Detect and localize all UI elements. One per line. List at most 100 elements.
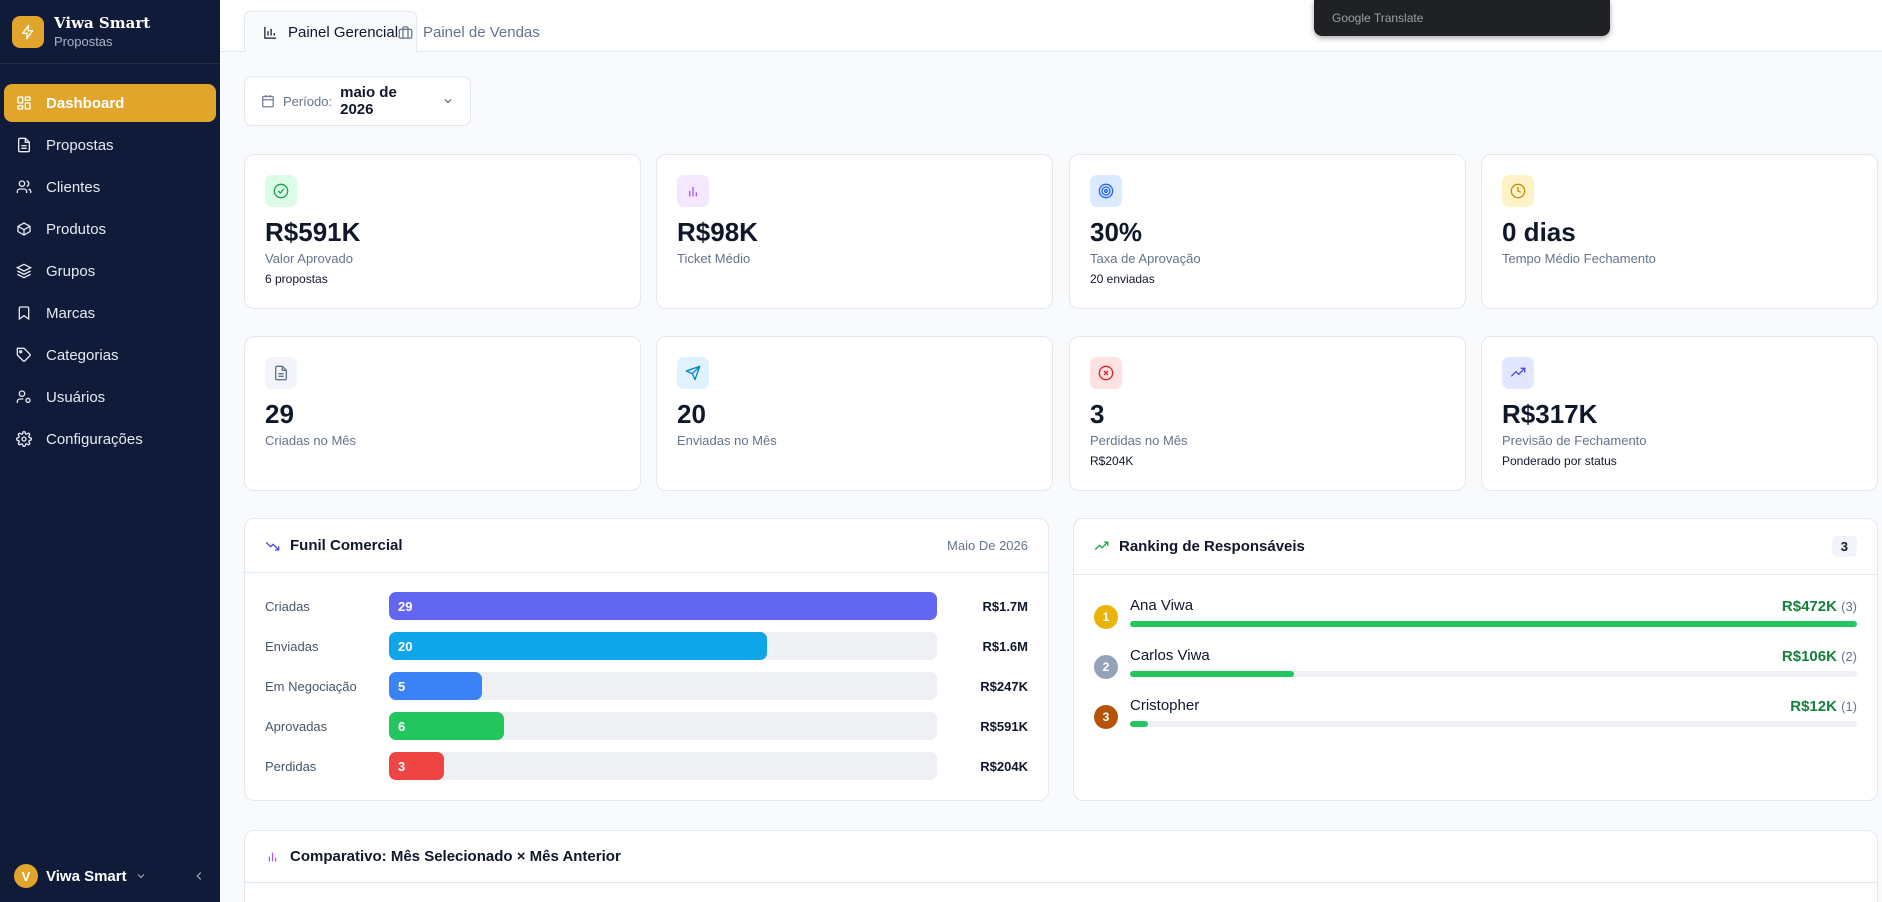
funnel-track: 5 — [389, 672, 937, 700]
sidebar-item-marcas[interactable]: Marcas — [4, 294, 216, 332]
funnel-label: Criadas — [265, 598, 310, 614]
sidebar-item-label: Grupos — [46, 262, 96, 280]
kpi-label: Criadas no Mês — [265, 433, 357, 448]
rank-value: R$472K (3) — [1782, 598, 1857, 615]
ranking-row: 1 Ana Viwa R$472K (3) — [1094, 597, 1857, 637]
sidebar-item-label: Usuários — [46, 388, 106, 406]
funnel-value: R$247K — [980, 678, 1028, 694]
funnel-label: Perdidas — [265, 758, 317, 774]
box-icon — [17, 222, 31, 236]
kpi-card-perdidas: 3 Perdidas no Mês R$204K — [1069, 336, 1466, 491]
funnel-bar: 20 — [389, 632, 768, 660]
trending-up-icon — [1094, 541, 1109, 551]
rank-qty: (2) — [1841, 649, 1857, 664]
rank-amount: R$472K — [1781, 598, 1837, 615]
kpi-card-tempo-medio: 0 dias Tempo Médio Fechamento — [1481, 154, 1878, 309]
kpi-sub: Ponderado por status — [1502, 454, 1617, 468]
rank-position: 2 — [1094, 655, 1118, 679]
rank-qty: (3) — [1841, 599, 1857, 614]
funnel-label: Aprovadas — [265, 718, 328, 734]
sidebar-item-usuarios[interactable]: Usuários — [4, 378, 216, 416]
kpi-card-valor-aprovado: R$591K Valor Aprovado 6 propostas — [244, 154, 641, 309]
sidebar-item-propostas[interactable]: Propostas — [4, 126, 216, 164]
sidebar-item-configuracoes[interactable]: Configurações — [4, 420, 216, 458]
funnel-label: Em Negociação — [265, 678, 357, 694]
sidebar-footer: V Viwa Smart — [0, 850, 220, 902]
sidebar-item-label: Configurações — [46, 430, 143, 448]
kpi-label: Tempo Médio Fechamento — [1502, 251, 1656, 266]
funnel-row: Criadas 29 R$1.7M — [265, 592, 1028, 620]
funnel-label: Enviadas — [265, 638, 319, 654]
rank-track — [1130, 721, 1857, 727]
kpi-sub: 20 enviadas — [1090, 272, 1155, 286]
kpi-card-previsao: R$317K Previsão de Fechamento Ponderado … — [1481, 336, 1878, 491]
ranking-count-badge: 3 — [1831, 536, 1857, 557]
rank-position: 1 — [1094, 605, 1118, 629]
layers-icon — [16, 263, 32, 279]
kpi-value: 20 — [677, 399, 706, 429]
gear-icon — [16, 431, 32, 447]
sidebar: Viwa Smart Propostas Dashboard Propostas… — [0, 0, 220, 902]
funnel-track: 3 — [389, 752, 937, 780]
collapse-sidebar-button[interactable] — [192, 869, 206, 883]
lightning-icon — [12, 15, 44, 48]
sidebar-item-produtos[interactable]: Produtos — [4, 210, 216, 248]
funnel-row: Enviadas 20 R$1.6M — [265, 632, 1028, 660]
sidebar-item-grupos[interactable]: Grupos — [4, 252, 216, 290]
funnel-track: 20 — [389, 632, 937, 660]
sidebar-item-label: Categorias — [46, 346, 119, 364]
tab-painel-vendas[interactable]: Painel de Vendas — [380, 11, 558, 53]
calendar-icon — [262, 95, 274, 108]
rank-bar — [1130, 721, 1149, 727]
google-translate-bar[interactable]: Google Translate — [1314, 0, 1610, 36]
tab-painel-gerencial[interactable]: Painel Gerencial — [244, 11, 418, 53]
rank-name: Cristopher — [1130, 697, 1200, 714]
document-icon — [18, 137, 30, 153]
chevron-down-icon[interactable] — [135, 870, 147, 882]
period-selector[interactable]: Período: maio de 2026 — [244, 76, 471, 126]
user-cog-icon — [16, 390, 31, 403]
funnel-value: R$591K — [980, 718, 1028, 734]
funnel-header: Funil Comercial Maio De 2026 — [245, 519, 1048, 573]
rank-name: Carlos Viwa — [1130, 647, 1210, 664]
kpi-value: R$591K — [265, 217, 361, 247]
kpi-value: R$98K — [677, 217, 758, 247]
funnel-track: 6 — [389, 712, 937, 740]
kpi-value: 0 dias — [1502, 217, 1576, 247]
chevron-down-icon — [444, 99, 452, 104]
check-circle-icon — [265, 175, 297, 207]
rank-amount: R$12K — [1790, 698, 1837, 715]
sidebar-item-label: Produtos — [46, 220, 107, 238]
sidebar-item-label: Marcas — [46, 304, 96, 322]
sidebar-item-categorias[interactable]: Categorias — [4, 336, 216, 374]
kpi-label: Perdidas no Mês — [1090, 433, 1188, 448]
dashboard-icon — [17, 96, 31, 110]
funnel-bar: 29 — [389, 592, 937, 620]
rank-value: R$106K (2) — [1782, 648, 1857, 665]
kpi-card-ticket-medio: R$98K Ticket Médio — [656, 154, 1053, 309]
kpi-label: Enviadas no Mês — [677, 433, 777, 448]
avatar[interactable]: V — [14, 864, 38, 888]
kpi-value: R$317K — [1502, 399, 1598, 429]
funnel-value: R$204K — [980, 758, 1028, 774]
sidebar-item-dashboard[interactable]: Dashboard — [4, 84, 216, 122]
main-content: Painel Gerencial Painel de Vendas Google… — [220, 0, 1882, 902]
bookmark-icon — [18, 306, 30, 321]
bar-chart-icon — [264, 26, 277, 39]
sidebar-item-label: Clientes — [46, 178, 101, 196]
period-label: Período: — [282, 93, 333, 109]
sidebar-item-clientes[interactable]: Clientes — [4, 168, 216, 206]
translate-label: Google Translate — [1332, 11, 1424, 25]
briefcase-icon — [398, 25, 413, 39]
kpi-label: Previsão de Fechamento — [1502, 433, 1647, 448]
send-icon — [677, 357, 709, 389]
kpi-label: Valor Aprovado — [265, 251, 353, 266]
kpi-card-taxa-aprovacao: 30% Taxa de Aprovação 20 enviadas — [1069, 154, 1466, 309]
kpi-sub: 6 propostas — [265, 272, 328, 286]
brand[interactable]: Viwa Smart Propostas — [0, 0, 220, 64]
kpi-card-enviadas: 20 Enviadas no Mês — [656, 336, 1053, 491]
account-name[interactable]: Viwa Smart — [46, 867, 127, 885]
funnel-row: Em Negociação 5 R$247K — [265, 672, 1028, 700]
ranking-header: Ranking de Responsáveis 3 — [1074, 519, 1877, 575]
ranking-title: Ranking de Responsáveis — [1119, 538, 1305, 555]
